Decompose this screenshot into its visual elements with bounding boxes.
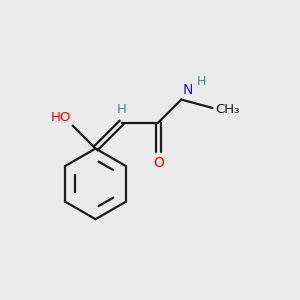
Text: CH₃: CH₃ [215, 103, 239, 116]
Text: N: N [183, 83, 193, 97]
Text: H: H [117, 103, 127, 116]
Text: HO: HO [51, 111, 71, 124]
Text: O: O [153, 156, 164, 170]
Text: H: H [196, 75, 206, 88]
